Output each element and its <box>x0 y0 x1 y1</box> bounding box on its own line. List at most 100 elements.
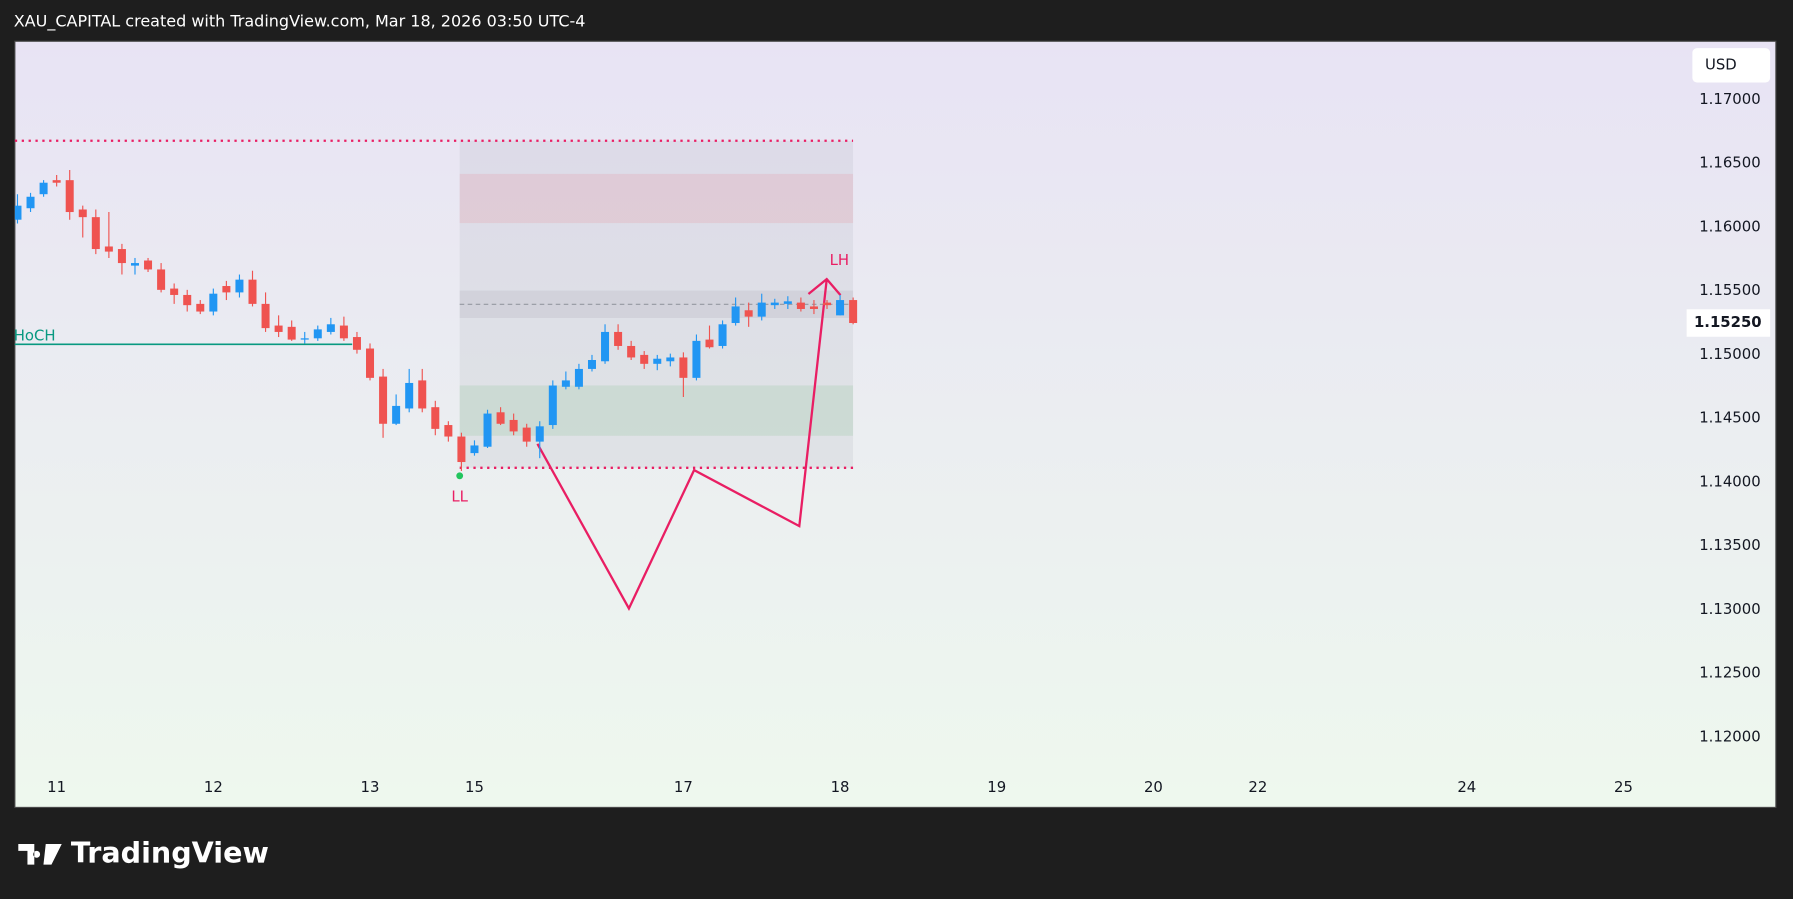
candle-body <box>26 196 35 209</box>
candle-body <box>809 306 818 309</box>
candle-body <box>248 279 257 304</box>
candle-body <box>457 436 466 463</box>
candle-body <box>104 246 113 252</box>
currency-label: USD <box>1705 55 1737 73</box>
candle-body <box>326 324 335 332</box>
x-tick-label: 13 <box>361 778 380 796</box>
chart-pane <box>14 40 1777 808</box>
axes: 1.12000 1.12500 1.13000 1.13500 1.14000 1.145… <box>47 90 1771 796</box>
currency-box <box>1692 48 1771 83</box>
candle-body <box>574 368 583 387</box>
y-tick-label: 1.16000 <box>1699 217 1760 235</box>
candle-body <box>614 331 623 346</box>
candle-body <box>640 354 649 364</box>
candle-body <box>522 427 531 442</box>
y-tick-label: 1.16500 <box>1699 154 1760 172</box>
y-tick-label: 1.12000 <box>1699 728 1760 746</box>
x-tick-label: 17 <box>674 778 693 796</box>
candle-body <box>117 249 126 264</box>
candle-body <box>287 326 296 340</box>
candle-body <box>849 300 858 324</box>
x-tick-label: 12 <box>204 778 223 796</box>
candle-body <box>770 302 779 306</box>
supply-zone <box>459 173 854 224</box>
candle-body <box>783 301 792 304</box>
candle-body <box>836 300 845 316</box>
ll-label: LL <box>451 488 468 506</box>
candle-body <box>209 293 218 312</box>
candle-body <box>744 310 753 317</box>
candle-body <box>470 445 479 454</box>
y-tick-label: 1.15000 <box>1699 345 1760 363</box>
candles <box>14 169 858 471</box>
x-tick-label: 24 <box>1457 778 1476 796</box>
choch-label: HoCH <box>14 326 56 344</box>
ll-dot <box>456 472 464 480</box>
y-tick-label: 1.15500 <box>1699 281 1760 299</box>
y-tick-label: 1.14000 <box>1699 472 1760 490</box>
y-tick-label: 1.14500 <box>1699 409 1760 427</box>
candle-body <box>796 302 805 309</box>
x-tick-label: 22 <box>1248 778 1267 796</box>
candle-body <box>431 407 440 429</box>
candle-body <box>587 359 596 369</box>
candle-body <box>627 345 636 358</box>
candle-body <box>718 324 727 346</box>
candle-body <box>144 260 153 270</box>
candle-body <box>222 286 231 293</box>
candle-body <box>14 205 22 220</box>
candle-body <box>392 405 401 424</box>
x-tick-label: 20 <box>1144 778 1163 796</box>
candle-body <box>496 412 505 424</box>
candle-body <box>78 209 87 218</box>
y-tick-label: 1.13500 <box>1699 536 1760 554</box>
candle-body <box>52 180 61 183</box>
candle-body <box>601 331 610 362</box>
candle-body <box>823 302 832 306</box>
x-tick-label: 19 <box>987 778 1006 796</box>
candle-body <box>65 180 74 213</box>
candle-body <box>509 419 518 432</box>
candle-body <box>483 413 492 447</box>
candle-body <box>405 382 414 409</box>
candle-body <box>261 303 270 329</box>
x-tick-label: 25 <box>1614 778 1633 796</box>
candle-body <box>366 348 375 378</box>
projection-path <box>536 278 828 611</box>
last-price-label: 1.15250 <box>1694 313 1762 331</box>
brand-name: TradingView <box>71 835 269 869</box>
candle-body <box>705 339 714 348</box>
candle-body <box>679 357 688 378</box>
candle-body <box>91 217 100 250</box>
header-text: XAU_CAPITAL created with TradingView.com… <box>14 11 586 31</box>
y-tick-label: 1.17000 <box>1699 90 1760 108</box>
lh-label: LH <box>830 251 849 269</box>
candle-body <box>339 325 348 339</box>
x-tick-label: 18 <box>831 778 850 796</box>
candle-body <box>418 380 427 409</box>
candle-body <box>274 325 283 332</box>
last-price-box <box>1686 309 1771 337</box>
candle-body <box>196 303 205 312</box>
candle-body <box>757 302 766 317</box>
x-tick-label: 15 <box>465 778 484 796</box>
candle-body <box>561 380 570 387</box>
x-tick-label: 11 <box>47 778 66 796</box>
candle-body <box>183 294 192 306</box>
candle-body <box>157 269 166 290</box>
candle-body <box>379 376 388 424</box>
candle-body <box>313 329 322 339</box>
candle-body <box>535 426 544 442</box>
candle-body <box>39 182 48 195</box>
brand: TradingView <box>18 835 269 869</box>
candle-body <box>130 263 139 266</box>
candle-body <box>235 279 244 293</box>
brand-logo <box>18 844 62 865</box>
candle-body <box>300 338 309 340</box>
candle-body <box>692 340 701 378</box>
candle-body <box>731 306 740 324</box>
candle-body <box>352 337 361 350</box>
projection-arrow <box>807 277 842 296</box>
